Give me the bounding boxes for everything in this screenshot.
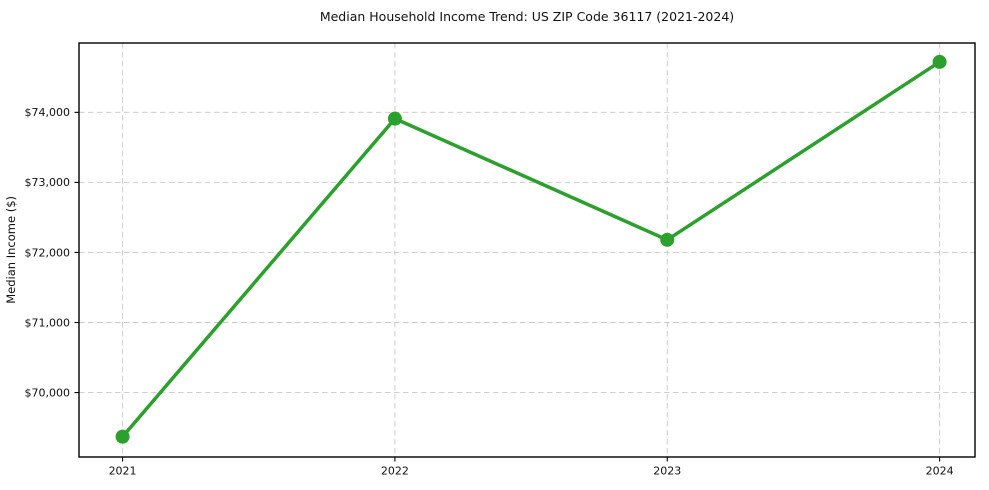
- x-tick-label: 2021: [109, 465, 137, 478]
- data-point-2022: [387, 111, 402, 126]
- chart-title: Median Household Income Trend: US ZIP Co…: [319, 9, 735, 24]
- y-tick-label: $74,000: [25, 106, 71, 119]
- x-tick-label: 2023: [653, 465, 681, 478]
- trend-line: [120, 60, 942, 439]
- data-point-2023: [660, 232, 675, 247]
- y-tick-label: $71,000: [25, 316, 71, 329]
- y-tick-label: $72,000: [25, 246, 71, 259]
- y-tick-label: $70,000: [25, 386, 71, 399]
- data-point-2021: [115, 429, 130, 444]
- x-tick-label: 2022: [381, 465, 409, 478]
- y-tick-label: $73,000: [25, 176, 71, 189]
- data-point-2024: [932, 54, 947, 69]
- plot-frame: [78, 42, 976, 458]
- x-tick-label: 2024: [926, 465, 954, 478]
